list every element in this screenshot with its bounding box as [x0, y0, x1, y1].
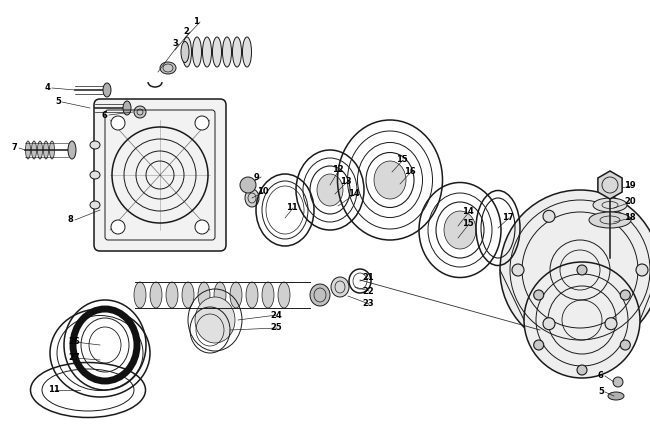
Ellipse shape — [183, 37, 192, 67]
Text: 8: 8 — [68, 215, 73, 224]
Circle shape — [512, 264, 524, 276]
Circle shape — [620, 340, 630, 350]
Ellipse shape — [230, 282, 242, 308]
Text: 15: 15 — [396, 156, 408, 165]
Text: 2: 2 — [183, 28, 189, 36]
Ellipse shape — [246, 282, 258, 308]
Ellipse shape — [608, 392, 624, 400]
Ellipse shape — [331, 277, 349, 297]
Text: 5: 5 — [598, 388, 604, 396]
Ellipse shape — [310, 284, 330, 306]
Text: 3: 3 — [172, 39, 177, 48]
Ellipse shape — [90, 141, 100, 149]
Ellipse shape — [134, 106, 146, 118]
Ellipse shape — [38, 141, 42, 159]
Ellipse shape — [278, 282, 290, 308]
Text: 20: 20 — [624, 198, 636, 206]
Ellipse shape — [262, 282, 274, 308]
Ellipse shape — [134, 282, 146, 308]
Ellipse shape — [160, 62, 176, 74]
Text: 22: 22 — [362, 287, 374, 296]
FancyBboxPatch shape — [94, 99, 226, 251]
Circle shape — [240, 177, 256, 193]
Ellipse shape — [31, 141, 36, 159]
Text: 11: 11 — [286, 204, 298, 212]
Ellipse shape — [123, 101, 131, 115]
Ellipse shape — [49, 141, 55, 159]
Text: 16: 16 — [404, 167, 416, 176]
Circle shape — [636, 264, 648, 276]
Text: 14: 14 — [462, 207, 474, 217]
Text: 11: 11 — [48, 385, 60, 394]
Ellipse shape — [374, 161, 406, 199]
Ellipse shape — [44, 141, 49, 159]
Circle shape — [111, 220, 125, 234]
Circle shape — [524, 262, 640, 378]
Ellipse shape — [214, 282, 226, 308]
Text: 19: 19 — [624, 181, 636, 190]
Polygon shape — [598, 171, 622, 199]
Ellipse shape — [222, 37, 231, 67]
Circle shape — [543, 318, 555, 330]
Text: 26: 26 — [68, 338, 80, 346]
Text: 7: 7 — [12, 143, 18, 153]
Ellipse shape — [182, 282, 194, 308]
Ellipse shape — [589, 212, 631, 228]
Text: 6: 6 — [598, 371, 604, 380]
Ellipse shape — [593, 198, 627, 212]
Ellipse shape — [203, 37, 211, 67]
Text: 9: 9 — [254, 173, 260, 181]
Circle shape — [577, 265, 587, 275]
Ellipse shape — [233, 37, 242, 67]
Text: 5: 5 — [55, 98, 61, 106]
Circle shape — [195, 116, 209, 130]
Text: 4: 4 — [45, 84, 51, 92]
Text: 10: 10 — [257, 187, 268, 196]
Circle shape — [534, 340, 543, 350]
Ellipse shape — [242, 37, 252, 67]
Ellipse shape — [103, 83, 111, 97]
Circle shape — [605, 318, 617, 330]
Ellipse shape — [25, 141, 31, 159]
Ellipse shape — [317, 174, 343, 206]
Text: 12: 12 — [332, 165, 344, 175]
Circle shape — [111, 116, 125, 130]
Text: 24: 24 — [270, 310, 281, 320]
Ellipse shape — [198, 282, 210, 308]
Ellipse shape — [444, 211, 476, 249]
Ellipse shape — [213, 37, 222, 67]
Ellipse shape — [90, 201, 100, 209]
Ellipse shape — [195, 297, 235, 343]
Circle shape — [620, 290, 630, 300]
Text: 1: 1 — [193, 17, 199, 26]
Text: 23: 23 — [362, 299, 374, 309]
Text: 17: 17 — [502, 214, 514, 223]
Ellipse shape — [613, 377, 623, 387]
Ellipse shape — [192, 37, 202, 67]
Circle shape — [534, 290, 543, 300]
Circle shape — [605, 210, 617, 222]
Circle shape — [195, 220, 209, 234]
Ellipse shape — [166, 282, 178, 308]
Text: 18: 18 — [624, 214, 636, 223]
Circle shape — [500, 190, 650, 350]
Text: 13: 13 — [340, 178, 352, 187]
Text: 6: 6 — [102, 111, 108, 120]
Ellipse shape — [245, 189, 259, 207]
Ellipse shape — [90, 171, 100, 179]
Ellipse shape — [150, 282, 162, 308]
Text: 14: 14 — [348, 190, 359, 198]
Text: 21: 21 — [362, 273, 374, 282]
Circle shape — [543, 210, 555, 222]
Text: 25: 25 — [270, 324, 281, 332]
Ellipse shape — [181, 42, 189, 62]
Text: 27: 27 — [68, 354, 79, 363]
Text: 15: 15 — [462, 220, 474, 229]
Ellipse shape — [68, 141, 76, 159]
Circle shape — [577, 365, 587, 375]
